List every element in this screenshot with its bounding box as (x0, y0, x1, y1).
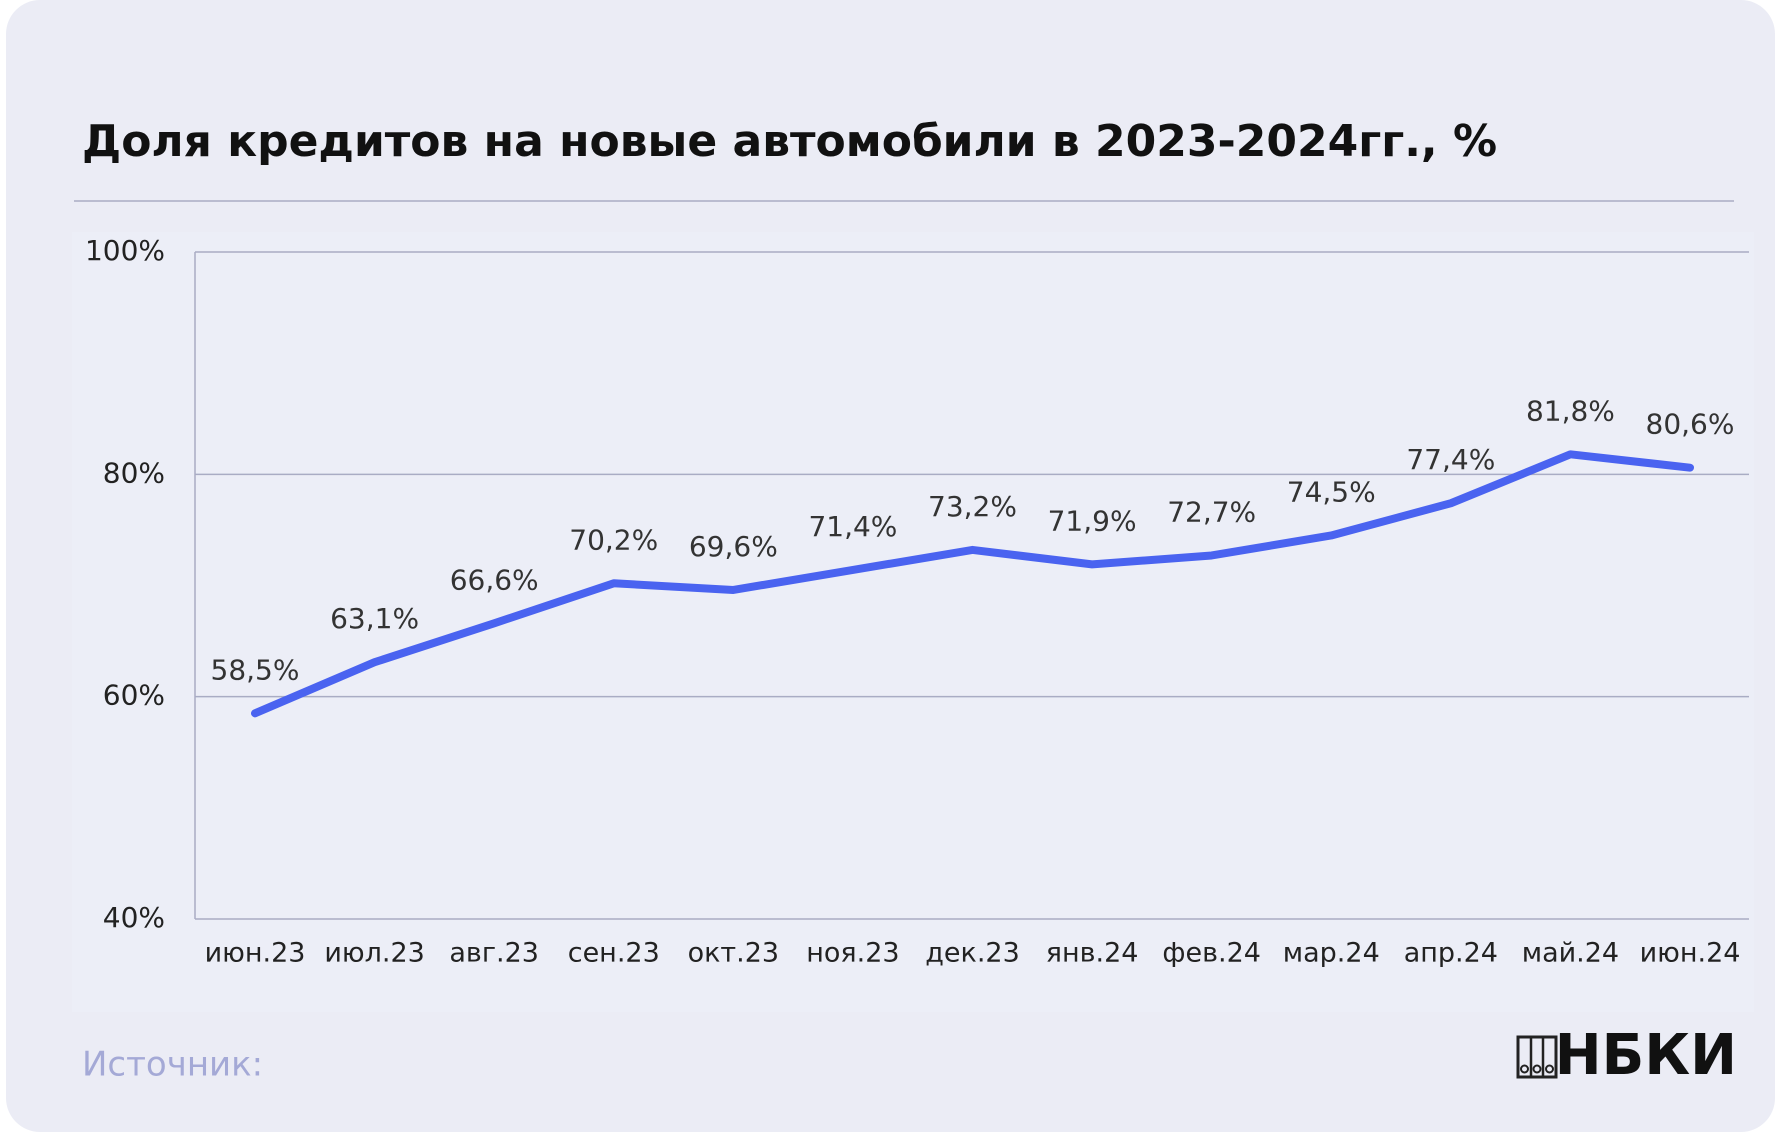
source-label: Источник: (82, 1045, 263, 1085)
data-label: 70,2% (569, 523, 658, 556)
y-tick-label: 80% (103, 456, 165, 489)
x-tick-label: мар.24 (1283, 938, 1380, 969)
logo-icon (1545, 1064, 1554, 1074)
x-tick-label: июл.23 (324, 938, 424, 969)
data-label: 72,7% (1167, 495, 1256, 528)
data-label: 71,9% (1048, 504, 1137, 537)
logo-icon (1516, 1035, 1558, 1079)
x-tick-label: апр.24 (1404, 938, 1498, 969)
y-tick-label: 100% (85, 234, 165, 267)
data-label: 81,8% (1526, 394, 1615, 427)
x-tick-label: июн.24 (1640, 938, 1741, 969)
data-label: 71,4% (808, 510, 897, 543)
logo-icon (1520, 1064, 1529, 1074)
logo: НБКИ (1516, 1023, 1737, 1088)
data-label: 77,4% (1406, 443, 1495, 476)
y-tick-label: 60% (103, 679, 165, 712)
data-label: 80,6% (1646, 408, 1735, 441)
logo-text: НБКИ (1555, 1023, 1737, 1088)
x-tick-label: ноя.23 (806, 938, 899, 969)
x-tick-label: сен.23 (568, 938, 660, 969)
x-tick-label: фев.24 (1162, 938, 1261, 969)
data-label: 58,5% (211, 653, 300, 686)
x-tick-label: май.24 (1522, 938, 1619, 969)
chart-title: Доля кредитов на новые автомобили в 2023… (82, 116, 1497, 167)
data-label: 74,5% (1287, 475, 1376, 508)
x-tick-label: дек.23 (925, 938, 1020, 969)
data-line (251, 450, 1694, 718)
data-label: 63,1% (330, 602, 419, 635)
x-tick-label: июн.23 (205, 938, 306, 969)
data-label: 73,2% (928, 490, 1017, 523)
x-tick-label: авг.23 (449, 938, 539, 969)
x-tick-label: янв.24 (1046, 938, 1139, 969)
data-label: 69,6% (689, 530, 778, 563)
logo-icon (1532, 1064, 1542, 1074)
data-label: 66,6% (450, 563, 539, 596)
y-tick-label: 40% (103, 901, 165, 934)
plot-background (72, 232, 1754, 1012)
x-tick-label: окт.23 (688, 938, 780, 969)
